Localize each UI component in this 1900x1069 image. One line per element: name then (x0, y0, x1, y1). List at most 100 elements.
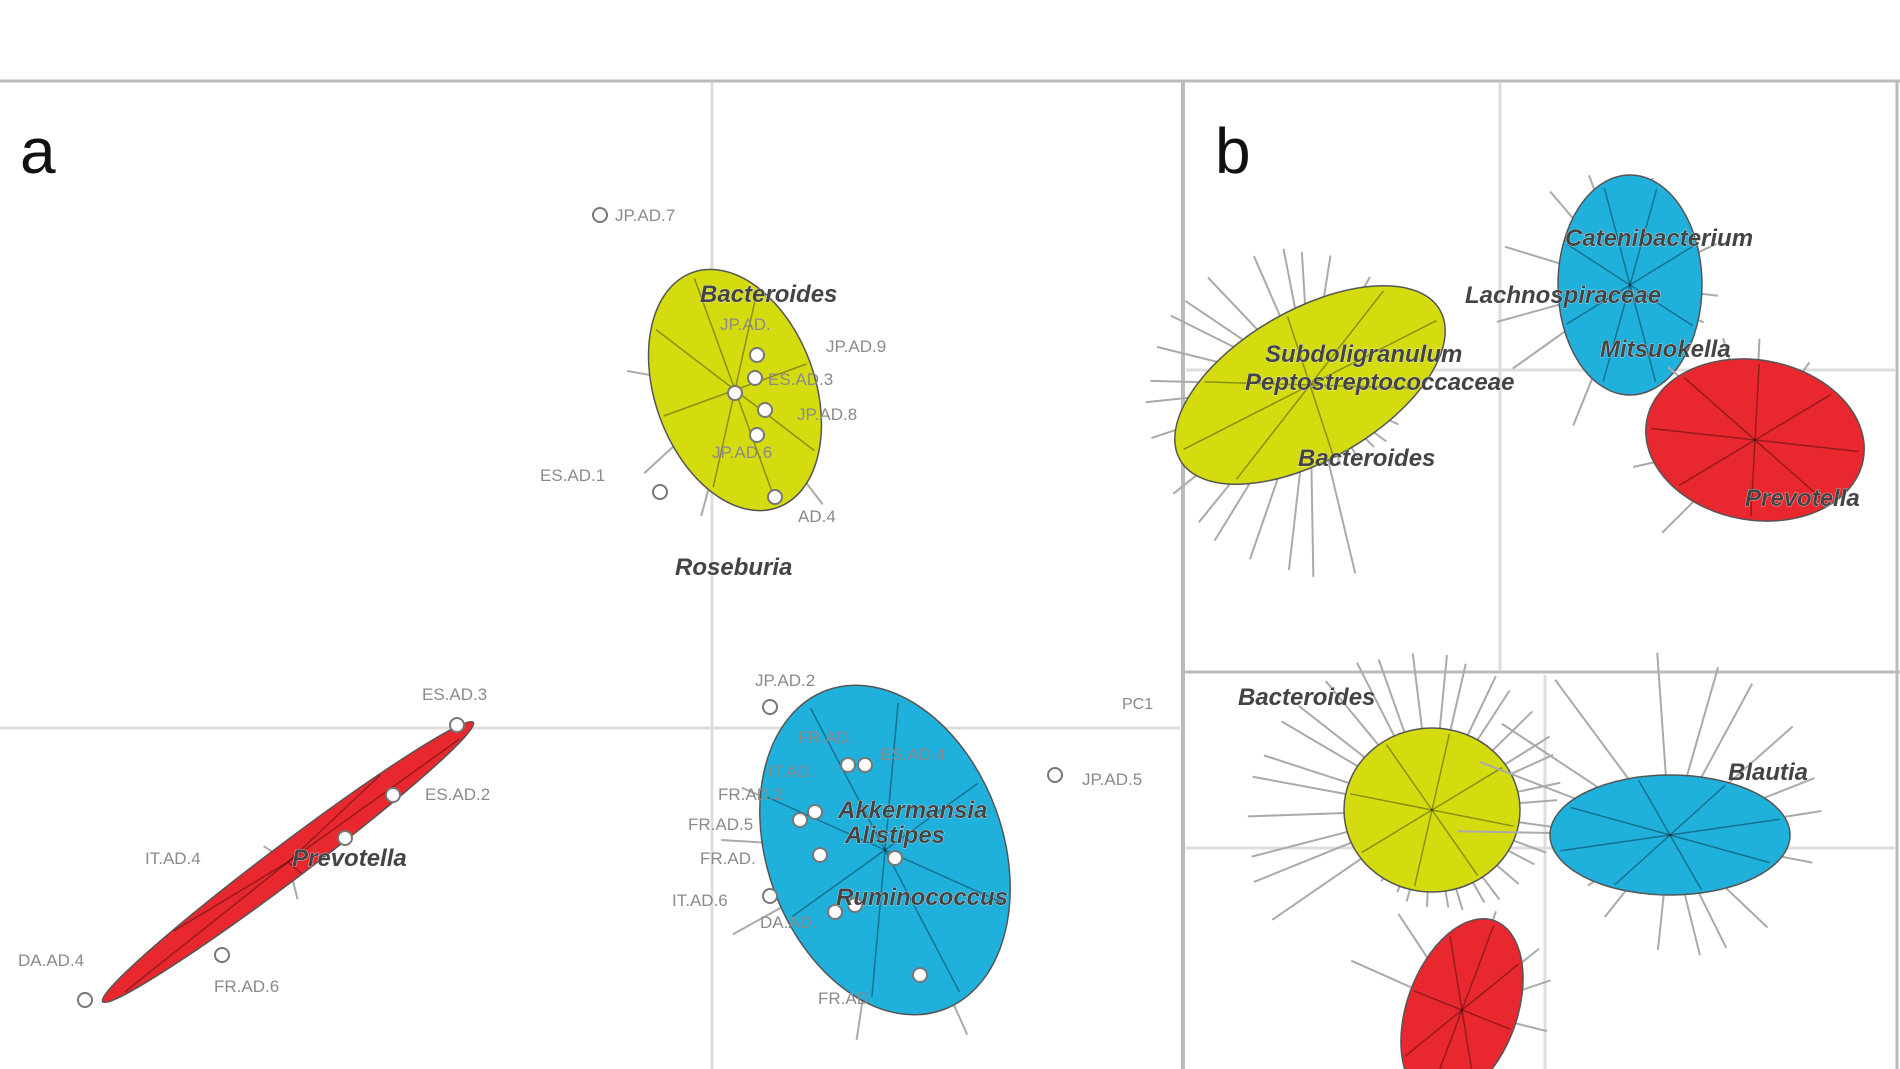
sample-label: JP.AD.6 (712, 443, 772, 462)
panel-b-label: b (1215, 115, 1251, 187)
inner-spoke (1603, 187, 1631, 286)
inner-spoke (1449, 936, 1463, 1011)
genus-label: Akkermansia (837, 797, 987, 824)
inner-spoke (1183, 384, 1311, 451)
axis-label: PC1 (1122, 696, 1153, 713)
sample-point (727, 385, 743, 401)
sample-point (792, 812, 808, 828)
sample-label: DA.AD.4 (18, 951, 84, 970)
genus-label: Catenibacterium (1565, 225, 1753, 252)
inner-spoke (734, 363, 807, 391)
inner-spoke (1404, 1009, 1463, 1057)
sample-label: JP.AD.9 (826, 337, 886, 356)
inner-spoke (1754, 439, 1826, 503)
inner-spoke (1754, 393, 1832, 441)
sample-point (652, 484, 668, 500)
inner-spoke (1684, 377, 1756, 441)
inner-spoke (1361, 809, 1433, 854)
inner-spoke (1431, 809, 1479, 876)
inner-spoke (1309, 290, 1385, 386)
sample-label: ES.AD.3 (768, 370, 833, 389)
genus-label: Mitsuokella (1600, 336, 1731, 363)
inner-spoke (1431, 809, 1514, 827)
inner-spoke (766, 796, 886, 851)
inner-spoke (1602, 284, 1631, 382)
inner-spoke (1461, 925, 1495, 1011)
figure-frame (0, 79, 1900, 1069)
sample-label: JP.AD.7 (615, 206, 675, 225)
inner-spoke (1235, 384, 1311, 480)
inner-spoke (1570, 806, 1671, 836)
sample-label: JP.AD.2 (755, 671, 815, 690)
inner-spoke (1309, 384, 1334, 455)
inner-spoke (1385, 744, 1433, 811)
sample-label: JP.AD.8 (797, 405, 857, 424)
sample-point (912, 967, 928, 983)
inner-spoke (1637, 779, 1671, 836)
sample-point (847, 897, 863, 913)
sample-point (807, 804, 823, 820)
sample-label: AD.4 (798, 507, 836, 526)
inner-spoke (287, 774, 382, 863)
inner-spoke (1629, 245, 1694, 286)
sample-label: FR.AD. (818, 989, 874, 1008)
genus-label: Bacteroides (1298, 445, 1435, 472)
sample-point (449, 717, 465, 733)
inner-spoke (810, 707, 886, 851)
inner-spoke (1431, 733, 1451, 811)
panel-a-cluster-2-ellipse (101, 720, 475, 1004)
inner-spoke (1566, 284, 1631, 325)
inner-spoke (1754, 439, 1859, 453)
sample-label: IT.AD. (768, 762, 814, 781)
inner-spoke (734, 292, 758, 391)
sample-label: FR.AD.6 (214, 977, 279, 996)
inner-spoke (1678, 439, 1756, 487)
inner-spoke (1309, 319, 1437, 386)
sample-label: ES.AD.1 (540, 466, 605, 485)
sample-point (762, 888, 778, 904)
sample-point (887, 850, 903, 866)
sample-point (827, 904, 843, 920)
sample-label: ES.AD.4 (880, 745, 945, 764)
inner-spoke (884, 849, 960, 993)
inner-spoke (734, 389, 777, 502)
inner-spoke (884, 782, 979, 851)
sample-point (337, 830, 353, 846)
sample-point (762, 699, 778, 715)
inner-spoke (1651, 427, 1756, 441)
sample-label: DA.AD. (760, 913, 817, 932)
genus-label: Peptostreptococcaceae (1245, 369, 1514, 396)
sample-point (857, 757, 873, 773)
genus-label: Roseburia (675, 554, 792, 581)
inner-spoke (884, 702, 899, 851)
sample-point (214, 947, 230, 963)
genus-label: Alistipes (844, 822, 945, 849)
inner-spoke (1560, 834, 1671, 852)
panel-b-top-cluster-1-ellipse (1174, 285, 1446, 485)
inner-spoke (1461, 1009, 1511, 1031)
inner-spoke (1629, 284, 1657, 383)
inner-spoke (884, 849, 1004, 904)
panel-a-label: a (20, 115, 56, 187)
sample-label: FR.AD.5 (688, 815, 753, 834)
inner-spoke (1629, 284, 1694, 327)
sample-point (749, 347, 765, 363)
panel-b-top-cluster-3-ellipse (1557, 174, 1703, 396)
genus-label: Prevotella (1745, 485, 1860, 512)
inner-spoke (1413, 809, 1433, 887)
inner-spoke (1461, 1009, 1475, 1069)
inner-spoke (287, 738, 460, 863)
sample-point (592, 207, 608, 223)
inner-spoke (1309, 384, 1416, 389)
panel-b-top-cluster-2-ellipse (1645, 358, 1865, 522)
genus-label: Subdoligranulum (1265, 341, 1462, 368)
inner-spoke (287, 861, 302, 874)
inner-spoke (693, 278, 736, 391)
sample-label: IT.AD.4 (145, 849, 201, 868)
sample-label: IT.AD.6 (672, 891, 728, 910)
inner-spoke (1629, 188, 1658, 286)
genus-label: Lachnospiraceae (1465, 282, 1661, 309)
sample-point (767, 489, 783, 505)
panel-b-bottom-cluster-2-ellipse (1400, 918, 1524, 1069)
genus-label: Bacteroides (1238, 684, 1375, 711)
